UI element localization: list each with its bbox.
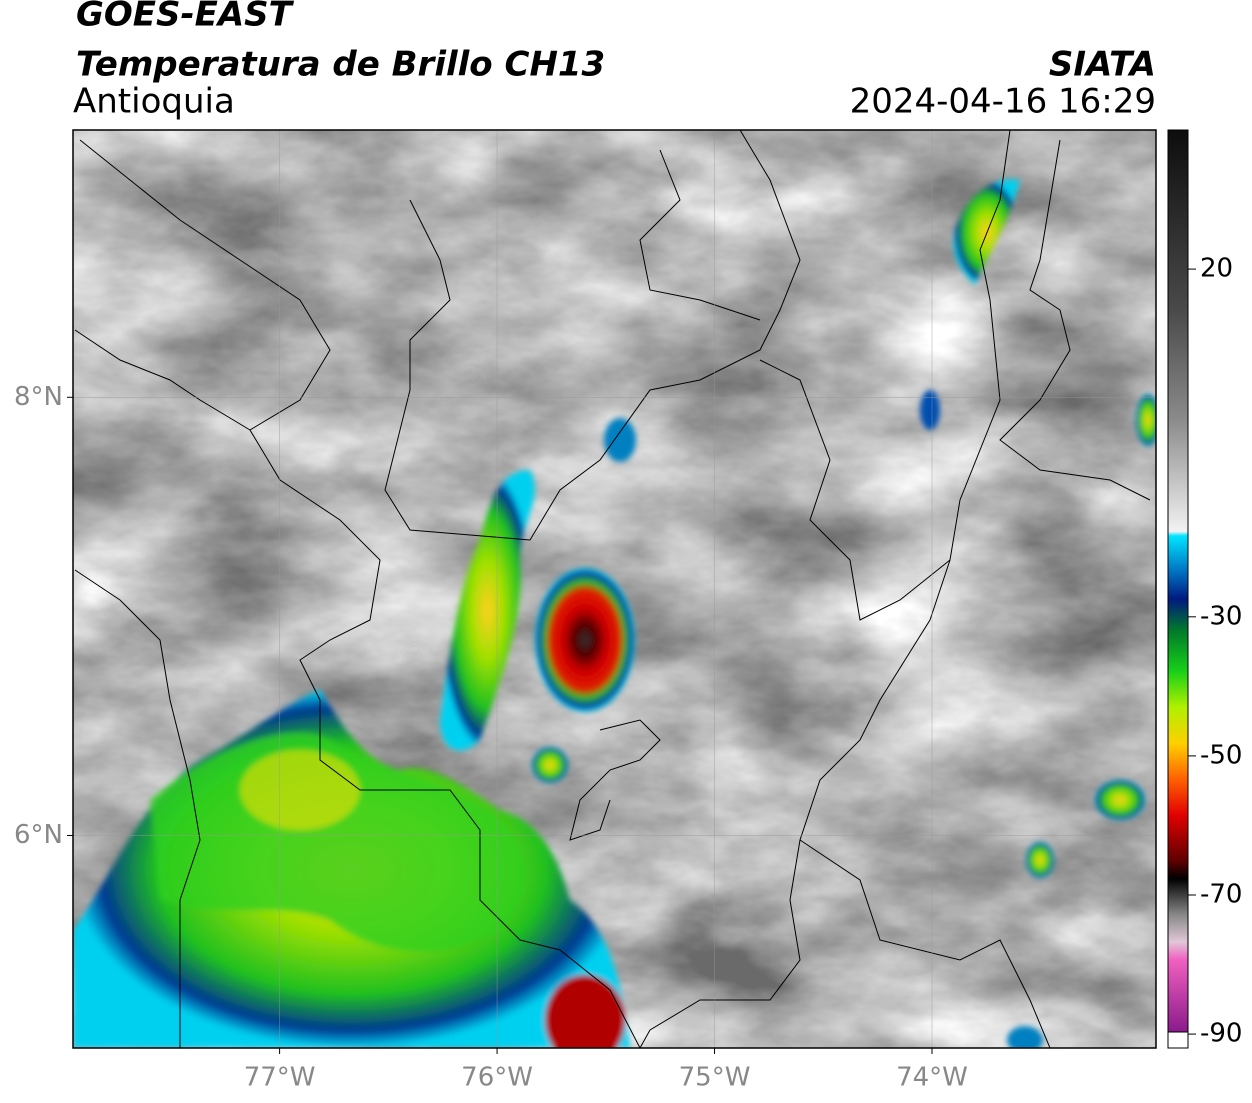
- plot-frame: [72, 129, 1157, 1049]
- colorbar-frame: [1167, 129, 1189, 1049]
- colorbar-tick-label: -30: [1200, 601, 1242, 631]
- x-tick-label: 77°W: [244, 1063, 316, 1093]
- product-title: Temperatura de Brillo CH13: [76, 45, 605, 85]
- x-tick-label: 74°W: [896, 1063, 968, 1093]
- x-tick-label: 75°W: [679, 1063, 751, 1093]
- colorbar-tick-label: -90: [1200, 1019, 1242, 1049]
- colorbar-under: [1167, 1031, 1189, 1049]
- x-tick-label: 76°W: [461, 1063, 533, 1093]
- borders: [74, 130, 1151, 1048]
- region-label: Antioquia: [73, 82, 235, 122]
- grid: [73, 130, 1156, 1048]
- colorbar: [1168, 130, 1188, 1032]
- datetime-label: 2024-04-16 16:29: [850, 82, 1156, 122]
- colorbar-tick-label: -50: [1200, 740, 1242, 770]
- y-tick-label: 8°N: [14, 382, 63, 412]
- source-label: SIATA: [1049, 45, 1156, 85]
- imagery: [73, 130, 1156, 1048]
- y-tick-label: 6°N: [14, 820, 63, 850]
- colorbar-tick-label: -70: [1200, 880, 1242, 910]
- satellite-title: GOES-EAST: [76, 0, 295, 35]
- colorbar-tick-label: 20: [1200, 254, 1233, 284]
